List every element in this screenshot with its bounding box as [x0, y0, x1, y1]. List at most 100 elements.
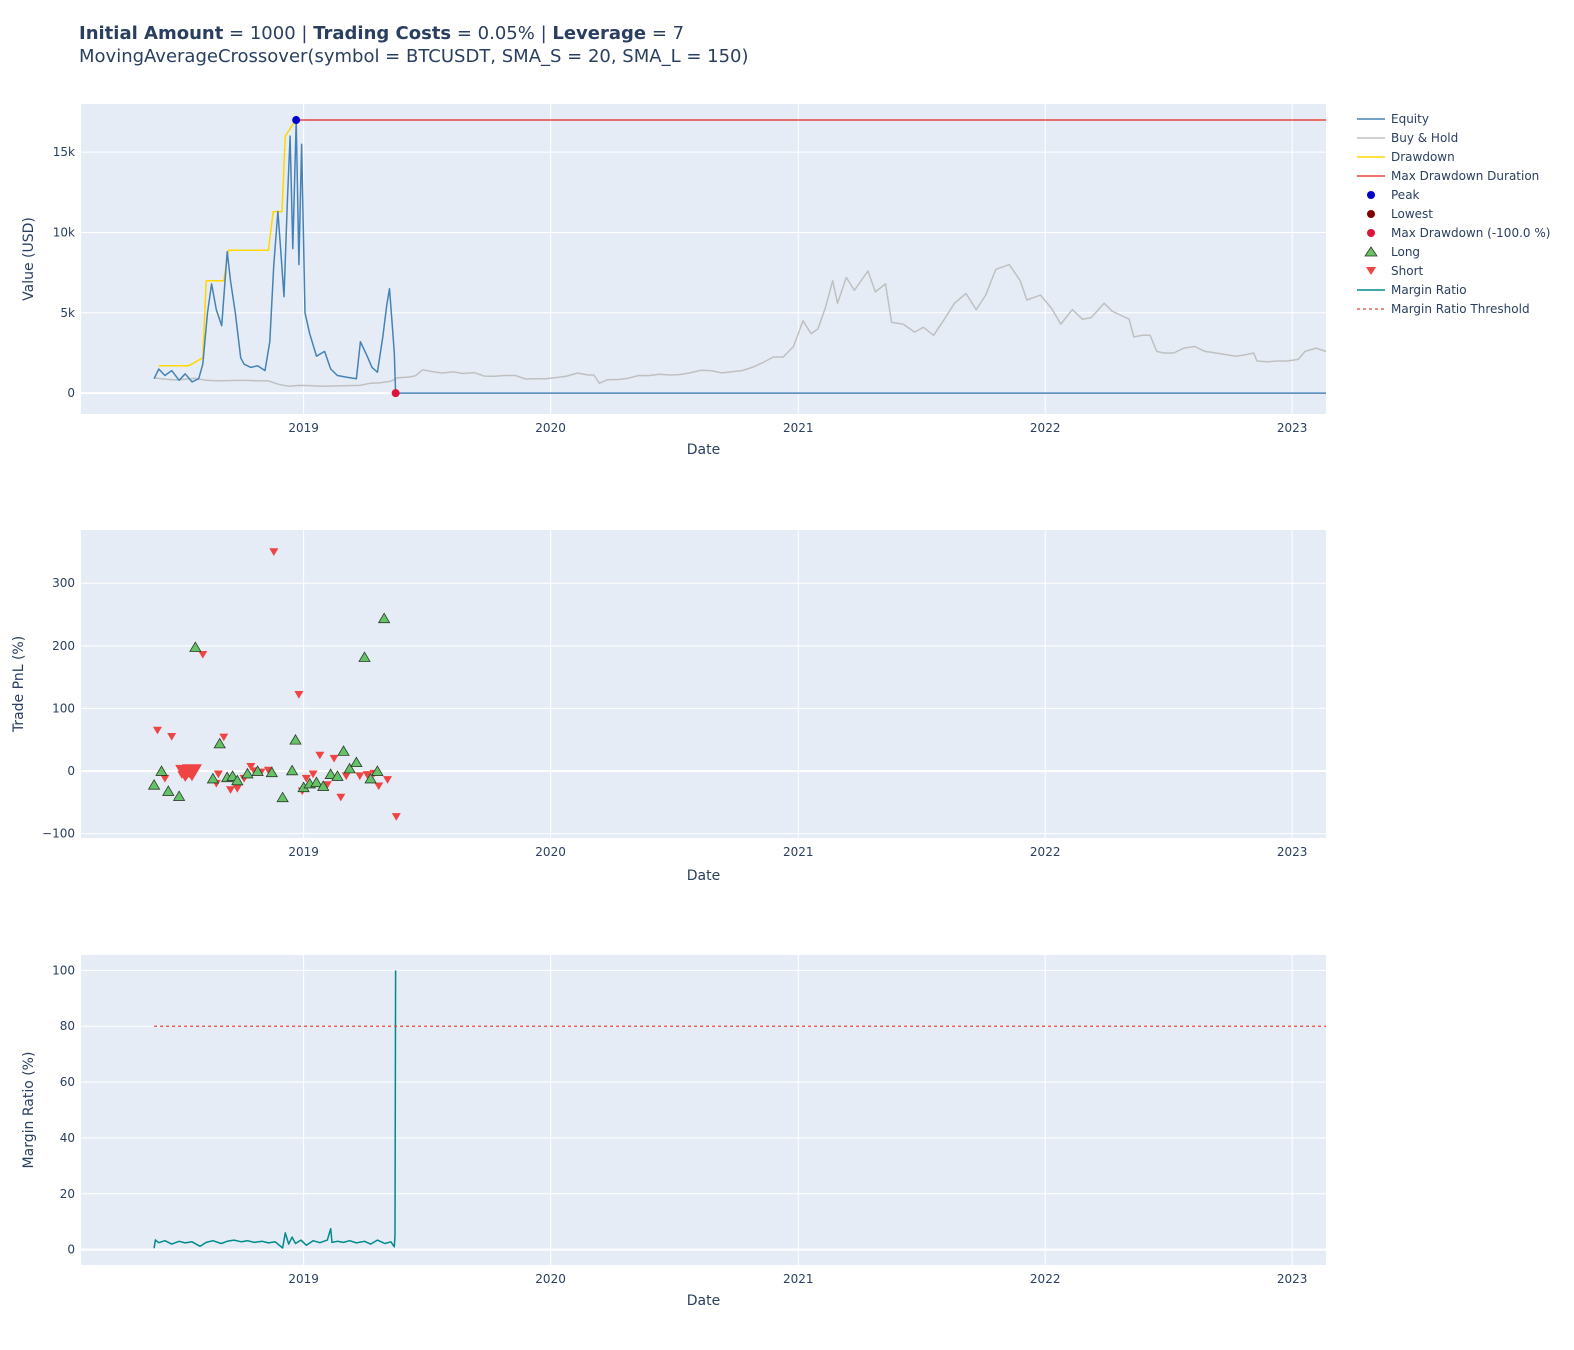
x-tick-label: 2023	[1277, 421, 1308, 435]
y-tick-label: 200	[52, 639, 75, 653]
legend-label: Max Drawdown Duration	[1391, 169, 1539, 183]
short-trade-marker	[329, 754, 339, 763]
y-tick-label: −100	[42, 827, 75, 841]
legend-item: Equity	[1357, 112, 1429, 126]
legend-label: Short	[1391, 264, 1423, 278]
x-tick-label: 2019	[288, 845, 319, 859]
long-trade-marker	[289, 733, 302, 745]
y-tick-label: 60	[60, 1075, 75, 1089]
legend-label: Margin Ratio Threshold	[1391, 302, 1530, 316]
legend-swatch-dot	[1367, 191, 1375, 199]
title-value-trading-costs: 0.05%	[477, 23, 535, 44]
long-trade-marker	[371, 765, 384, 776]
short-trade-marker	[226, 786, 236, 794]
x-axis-label: Date	[687, 868, 720, 884]
y-tick-label: 40	[60, 1131, 75, 1145]
legend-label: Equity	[1391, 112, 1429, 126]
y-tick-label: 0	[67, 764, 75, 778]
long-trade-marker	[172, 790, 186, 801]
legend-label: Max Drawdown (-100.0 %)	[1391, 226, 1550, 240]
x-tick-label: 2023	[1277, 1272, 1308, 1286]
y-axis-label: Trade PnL (%)	[11, 636, 27, 733]
legend-item: Short	[1366, 264, 1423, 278]
long-trade-marker	[265, 766, 279, 778]
short-trade-marker	[198, 650, 208, 659]
short-trade-marker	[374, 782, 384, 791]
short-trade-marker	[213, 770, 223, 779]
short-trade-marker	[246, 763, 256, 771]
short-trade-marker	[269, 548, 279, 556]
long-trade-marker	[147, 779, 161, 790]
x-tick-label: 2021	[783, 1272, 814, 1286]
long-trade-marker	[206, 772, 220, 784]
x-tick-label: 2022	[1030, 1272, 1061, 1286]
long-trade-marker	[276, 791, 289, 803]
short-trade-marker	[315, 751, 325, 760]
figure-title: Initial Amount = 1000 | Trading Costs = …	[79, 22, 749, 68]
legend-label: Long	[1391, 245, 1420, 259]
title-line-1: Initial Amount = 1000 | Trading Costs = …	[79, 23, 685, 44]
x-axis-label: Date	[687, 1293, 720, 1309]
long-trade-marker	[350, 756, 363, 768]
plot-area	[81, 955, 1326, 1265]
x-tick-label: 2021	[783, 421, 814, 435]
y-tick-label: 0	[67, 386, 75, 400]
legend-item: Long	[1364, 245, 1420, 259]
y-tick-label: 0	[67, 1243, 75, 1257]
x-tick-label: 2021	[783, 845, 814, 859]
legend-item: Peak	[1367, 188, 1420, 202]
long-trade-marker	[358, 651, 371, 662]
long-trade-marker	[285, 764, 299, 776]
long-trade-marker	[251, 765, 264, 776]
short-trade-marker	[391, 813, 401, 821]
title-value-leverage: 7	[672, 23, 685, 44]
long-trade-marker	[213, 737, 226, 749]
long-trade-marker	[162, 785, 175, 796]
legend-label: Drawdown	[1391, 150, 1455, 164]
short-trade-marker	[152, 726, 162, 735]
x-tick-label: 2019	[288, 421, 319, 435]
plot-area	[81, 104, 1326, 414]
long-trade-marker	[317, 780, 330, 791]
long-trade-marker	[331, 770, 344, 781]
long-trade-marker	[155, 765, 168, 776]
y-axis-label: Value (USD)	[21, 217, 37, 301]
drawdown-series-line	[158, 119, 297, 367]
buy-hold-series-line	[154, 263, 1327, 387]
legend-item: Max Drawdown (-100.0 %)	[1367, 226, 1550, 240]
title-key-leverage: Leverage	[552, 23, 647, 44]
legend-item: Margin Ratio Threshold	[1357, 302, 1530, 316]
short-trade-marker	[181, 764, 202, 782]
long-trade-marker	[337, 745, 350, 756]
y-tick-label: 300	[52, 576, 75, 590]
short-trade-marker	[362, 771, 372, 779]
short-trade-marker	[322, 781, 332, 789]
y-tick-label: 100	[52, 963, 75, 977]
trade-pnl-panel: 2019 2020 2021 2022 2023 −100 0 100 200 300 Date Tr…	[11, 530, 1326, 884]
short-trade-marker	[160, 774, 170, 783]
legend-swatch-triangle-down	[1366, 267, 1376, 275]
y-tick-label: 5k	[60, 306, 75, 320]
legend-swatch-dot	[1367, 229, 1375, 237]
long-trade-marker	[310, 776, 323, 788]
legend-item: Buy & Hold	[1357, 131, 1458, 145]
legend-item: Lowest	[1367, 207, 1433, 221]
legend: Equity Buy & Hold Drawdown Max Drawdown Dur…	[1357, 112, 1550, 316]
long-trade-marker	[343, 762, 356, 774]
y-tick-label: 100	[52, 701, 75, 715]
long-trade-marker	[241, 767, 254, 779]
max-drawdown-marker	[391, 389, 400, 398]
x-axis-label: Date	[687, 442, 720, 458]
long-trade-marker	[364, 772, 377, 784]
long-trade-marker	[231, 774, 244, 786]
y-tick-label: 20	[60, 1187, 75, 1201]
legend-item: Max Drawdown Duration	[1357, 169, 1539, 183]
x-tick-label: 2023	[1277, 845, 1308, 859]
legend-swatch-triangle-up	[1364, 246, 1378, 257]
margin-ratio-series-line	[153, 970, 397, 1249]
y-axis-label: Margin Ratio (%)	[21, 1052, 37, 1169]
plot-area	[81, 530, 1326, 838]
x-tick-label: 2022	[1030, 845, 1061, 859]
